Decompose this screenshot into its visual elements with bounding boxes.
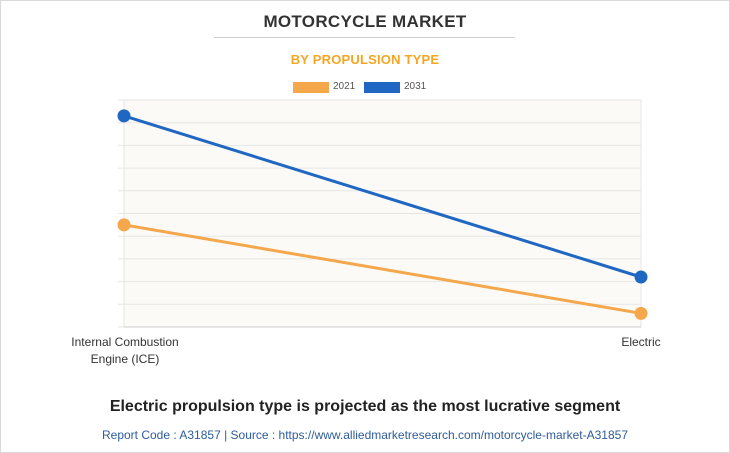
legend-label-2021: 2021 — [333, 81, 356, 92]
chart-title: MOTORCYCLE MARKET — [263, 12, 467, 31]
source-line[interactable]: Report Code : A31857 | Source : https://… — [101, 428, 629, 442]
legend-label-2031: 2031 — [404, 81, 427, 92]
data-point-2021-0 — [117, 218, 131, 232]
data-point-2031-0 — [117, 109, 131, 123]
data-point-2021-1 — [634, 306, 648, 320]
chart-caption: Electric propulsion type is projected as… — [109, 398, 621, 415]
legend-swatch-2031 — [364, 82, 400, 93]
title-divider — [214, 37, 515, 38]
x-tick-label-ice: Internal Combustion Engine (ICE) — [71, 335, 179, 366]
legend: 2021 2031 — [0, 80, 730, 94]
data-point-2031-1 — [634, 270, 648, 284]
x-tick-label-electric: Electric — [621, 335, 661, 349]
chart-subtitle: BY PROPULSION TYPE — [290, 52, 440, 67]
series-line-2031 — [122, 114, 643, 279]
legend-swatch-2021 — [293, 82, 329, 93]
series-line-2021 — [122, 223, 643, 315]
